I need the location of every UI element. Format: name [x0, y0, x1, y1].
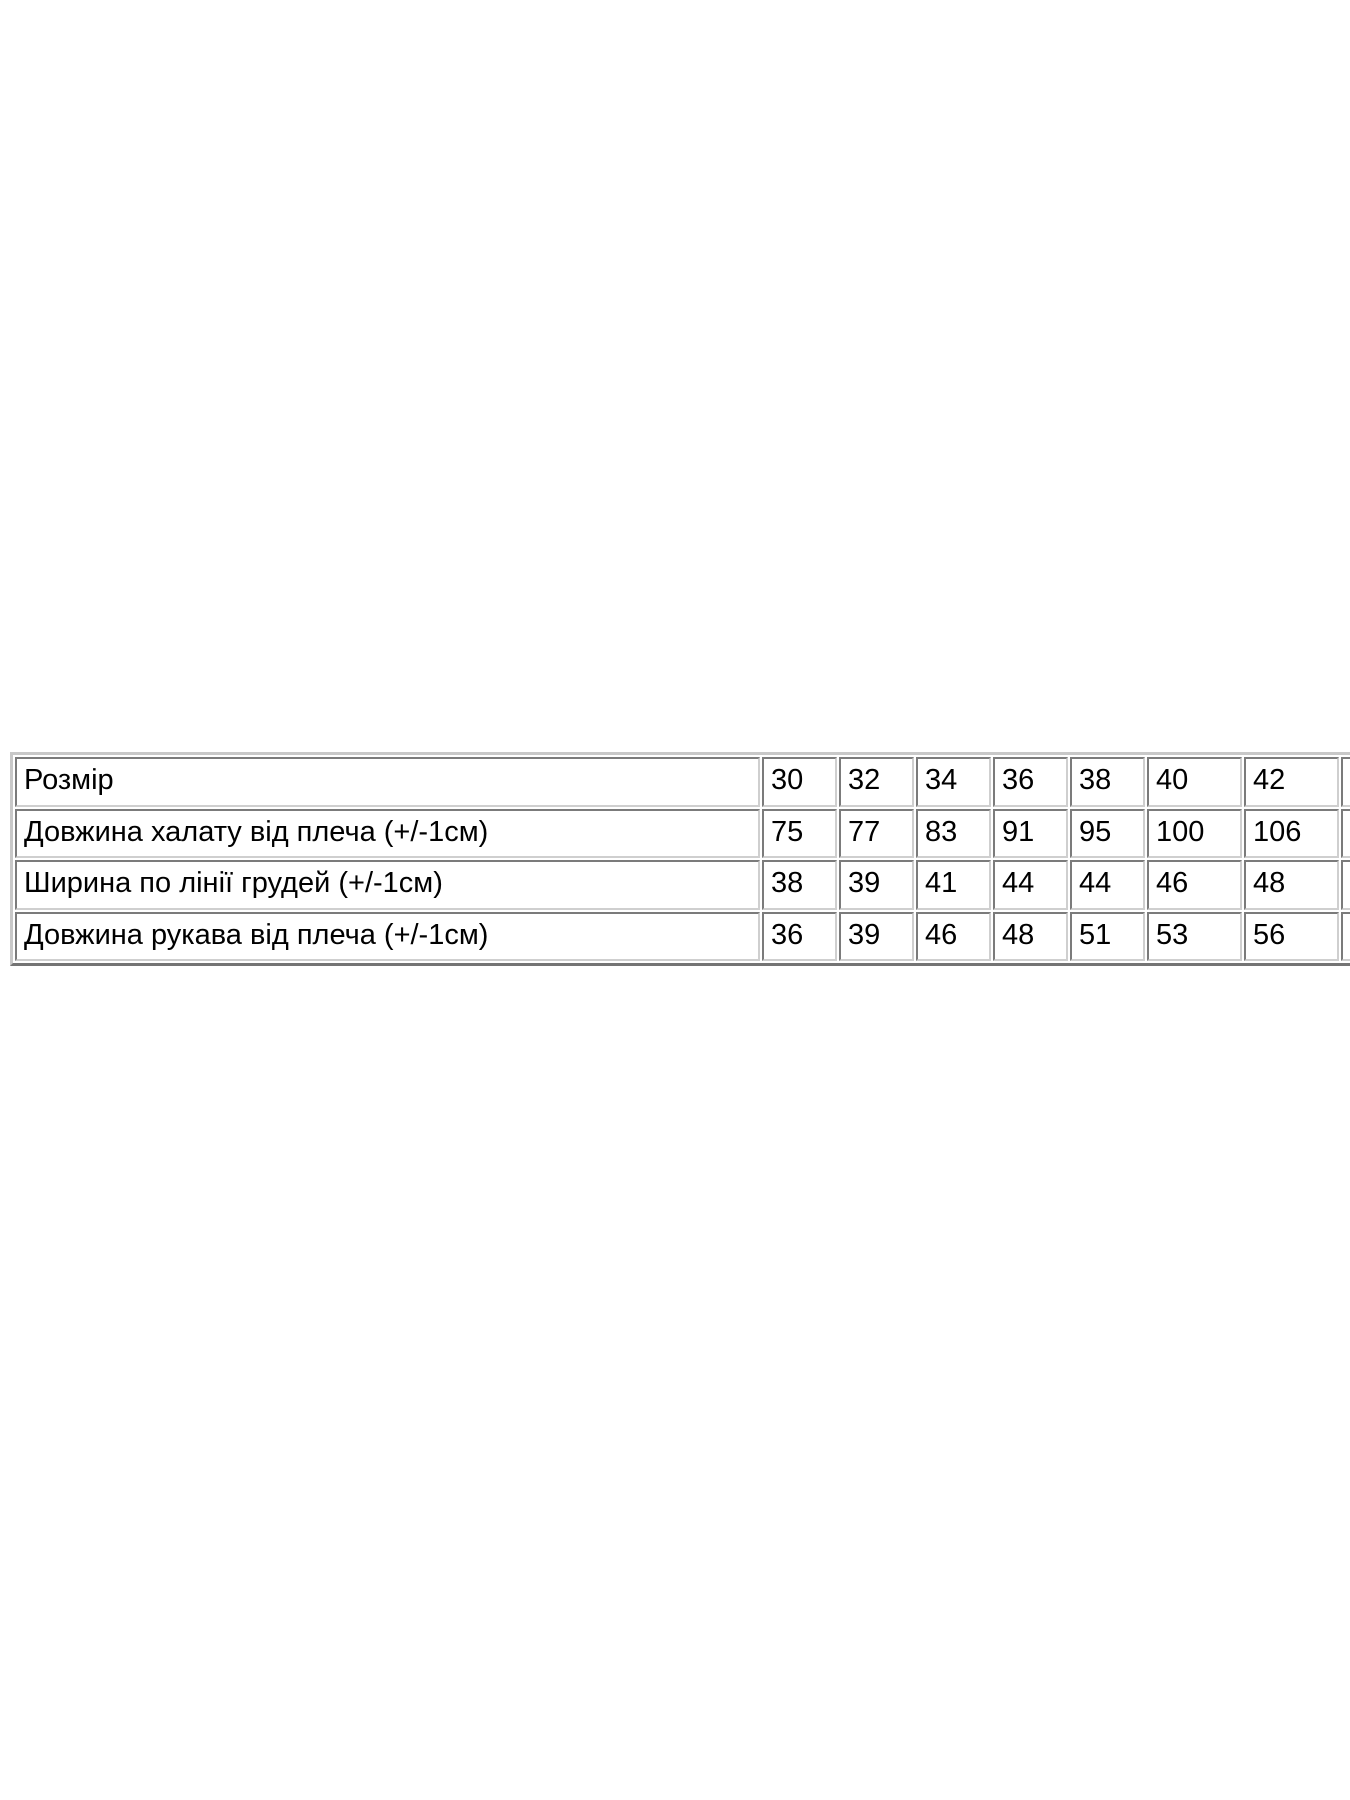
row-value-cell-7: 56 [1244, 911, 1339, 962]
row-value-cell-4: 44 [993, 860, 1068, 910]
header-size-cell-5: 38 [1070, 757, 1145, 807]
row-value-cell-5: 44 [1070, 860, 1145, 910]
row-value-cell-4: 48 [993, 911, 1068, 962]
header-size-cell-3: 34 [916, 757, 991, 807]
row-value-cell-8: 59 [1341, 911, 1350, 962]
row-label-cell: Довжина халату від плеча (+/-1см) [15, 808, 760, 859]
header-size-cell-8: 44 [1341, 757, 1350, 807]
header-size-cell-7: 42 [1244, 757, 1339, 807]
header-size-cell-2: 32 [839, 757, 914, 807]
row-value-cell-2: 39 [839, 860, 914, 910]
row-label-cell: Ширина по лінії грудей (+/-1см) [15, 860, 760, 910]
row-value-cell-3: 83 [916, 808, 991, 859]
row-value-cell-5: 95 [1070, 808, 1145, 859]
row-value-cell-2: 77 [839, 808, 914, 859]
row-value-cell-1: 36 [762, 911, 837, 962]
row-value-cell-6: 46 [1147, 860, 1242, 910]
row-value-cell-6: 100 [1147, 808, 1242, 859]
row-value-cell-8: 112 [1341, 808, 1350, 859]
header-size-cell-6: 40 [1147, 757, 1242, 807]
row-value-cell-3: 41 [916, 860, 991, 910]
row-value-cell-4: 91 [993, 808, 1068, 859]
header-size-cell-4: 36 [993, 757, 1068, 807]
table-row-chest-width: Ширина по лінії грудей (+/-1см) 38 39 41… [15, 860, 1350, 910]
row-value-cell-2: 39 [839, 911, 914, 962]
row-label-cell: Довжина рукава від плеча (+/-1см) [15, 911, 760, 962]
row-value-cell-7: 106 [1244, 808, 1339, 859]
table-row-robe-length: Довжина халату від плеча (+/-1см) 75 77 … [15, 808, 1350, 859]
row-value-cell-5: 51 [1070, 911, 1145, 962]
row-value-cell-6: 53 [1147, 911, 1242, 962]
row-value-cell-1: 38 [762, 860, 837, 910]
row-value-cell-7: 48 [1244, 860, 1339, 910]
size-chart-table: Розмір 30 32 34 36 38 40 42 44 Довжина х… [10, 752, 1350, 967]
row-value-cell-1: 75 [762, 808, 837, 859]
row-value-cell-8: 53 [1341, 860, 1350, 910]
table-row-sleeve-length: Довжина рукава від плеча (+/-1см) 36 39 … [15, 911, 1350, 962]
header-size-cell-1: 30 [762, 757, 837, 807]
row-value-cell-3: 46 [916, 911, 991, 962]
table-row-header: Розмір 30 32 34 36 38 40 42 44 [15, 757, 1350, 807]
size-chart-body: Розмір 30 32 34 36 38 40 42 44 Довжина х… [15, 757, 1350, 962]
size-chart-container: Розмір 30 32 34 36 38 40 42 44 Довжина х… [10, 752, 1350, 967]
header-label-cell: Розмір [15, 757, 760, 807]
